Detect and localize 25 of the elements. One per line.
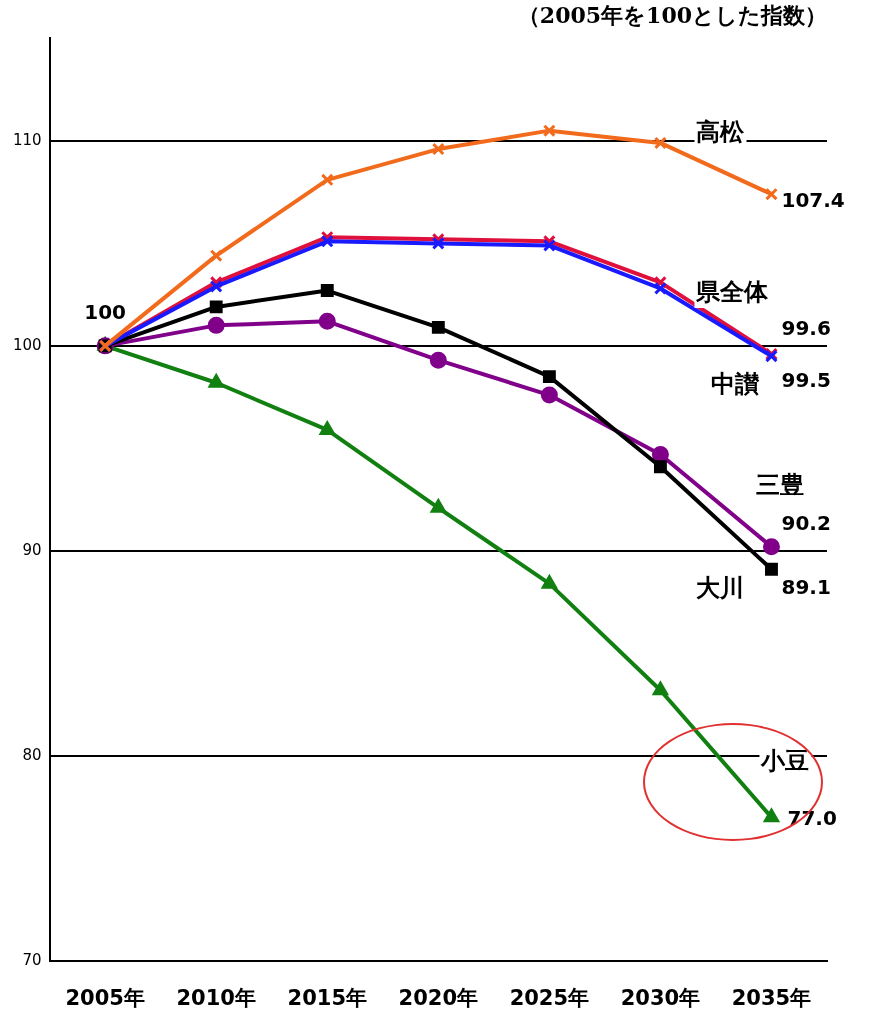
x-tick-label: 2030年 [620, 985, 701, 1010]
series-label: 県全体 [695, 278, 770, 307]
series-label: 中讃 [711, 370, 761, 399]
x-tick-label: 2025年 [509, 985, 590, 1010]
x-tick-label: 2010年 [176, 985, 256, 1010]
data-label: 107.4 [781, 188, 845, 213]
annotation: 100 [84, 300, 127, 325]
series-label: 三豊 [756, 470, 805, 499]
y-tick-label: 70 [22, 950, 42, 969]
x-tick-label: 2015年 [287, 985, 367, 1010]
y-tick-label: 90 [22, 540, 42, 559]
y-tick-label: 100 [12, 335, 42, 354]
x-tick-label: 2020年 [398, 985, 479, 1010]
data-label: 99.5 [781, 368, 831, 393]
series-label: 小豆 [760, 746, 810, 775]
y-tick-label: 110 [12, 130, 42, 149]
series-label: 大川 [696, 573, 745, 602]
data-label: 89.1 [781, 575, 831, 600]
chart-title: （2005年を100とした指数） [517, 1, 827, 28]
series-label: 高松 [696, 118, 746, 147]
data-label: 90.2 [781, 510, 831, 535]
x-tick-label: 2005年 [65, 985, 145, 1010]
y-tick-label: 80 [22, 745, 42, 764]
data-label: 99.6 [781, 316, 831, 341]
x-tick-label: 2035年 [731, 985, 812, 1010]
